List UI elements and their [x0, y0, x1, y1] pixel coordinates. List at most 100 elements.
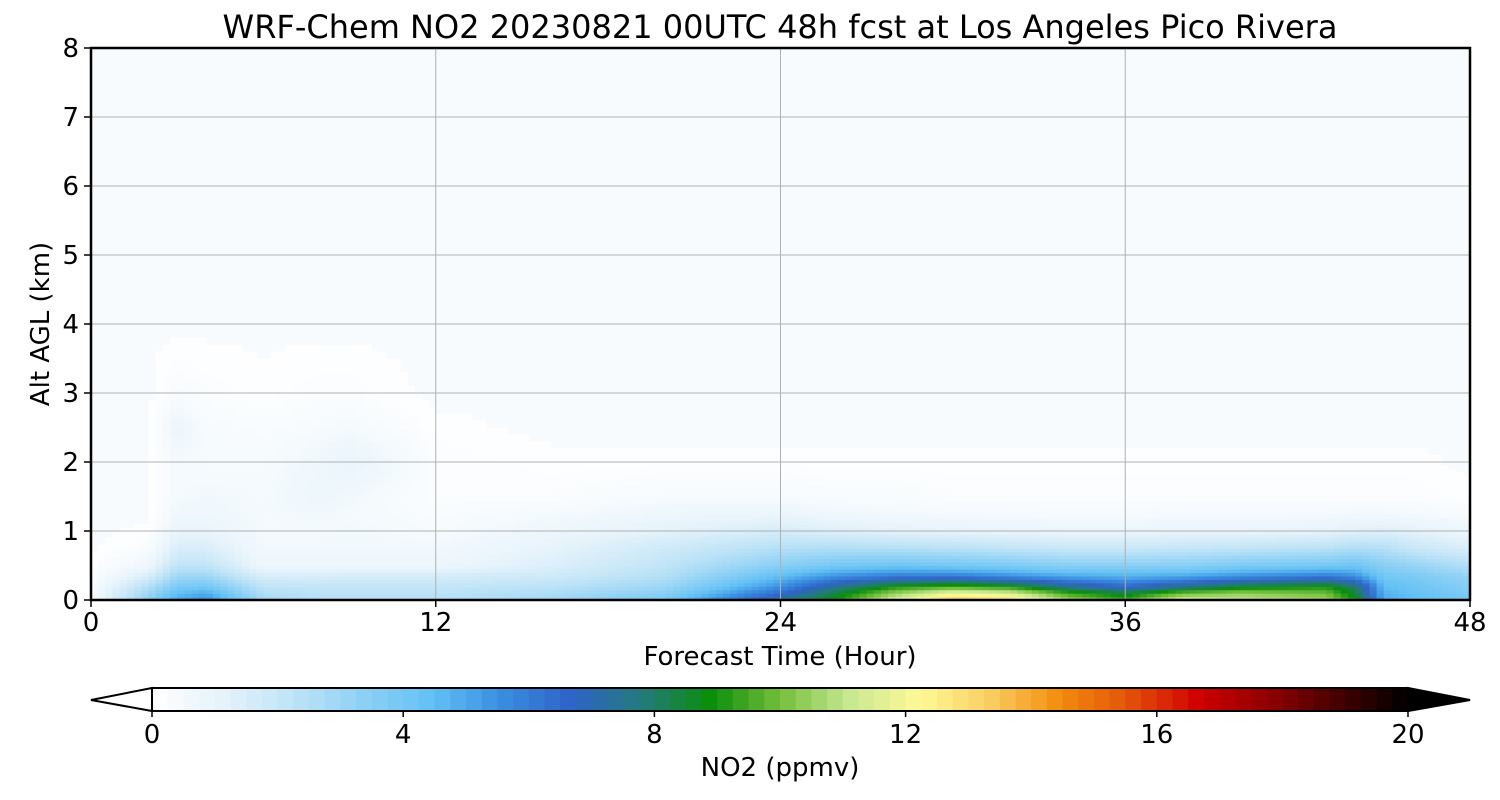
heatmap-cell	[780, 513, 789, 518]
heatmap-cell	[758, 465, 767, 470]
heatmap-cell	[342, 496, 351, 501]
heatmap-cell	[629, 593, 638, 598]
heatmap-cell	[442, 593, 451, 598]
heatmap-cell	[636, 475, 645, 480]
heatmap-cell	[600, 555, 609, 560]
heatmap-cell	[615, 582, 624, 587]
heatmap-cell	[672, 555, 681, 560]
heatmap-cell	[371, 513, 379, 518]
heatmap-cell	[450, 499, 458, 504]
heatmap-cell	[679, 475, 688, 480]
heatmap-cell	[665, 479, 674, 484]
heatmap-cell	[256, 558, 264, 563]
heatmap-cell	[622, 531, 631, 536]
heatmap-cell	[471, 520, 480, 525]
heatmap-cell	[335, 517, 343, 522]
heatmap-cell	[600, 513, 609, 518]
heatmap-cell	[780, 579, 789, 584]
heatmap-cell	[629, 465, 638, 470]
heatmap-cell	[471, 472, 480, 477]
heatmap-cell	[802, 593, 810, 598]
heatmap-cell	[385, 506, 394, 511]
heatmap-cell	[572, 486, 580, 491]
heatmap-cell	[306, 358, 315, 366]
heatmap-cell	[766, 548, 774, 553]
heatmap-cell	[622, 510, 631, 515]
heatmap-cell	[421, 558, 430, 563]
heatmap-cell	[435, 524, 444, 529]
heatmap-cell	[629, 479, 638, 484]
heatmap-cell	[629, 493, 638, 498]
heatmap-cell	[134, 527, 142, 532]
heatmap-cell	[521, 468, 530, 473]
heatmap-cell	[428, 479, 437, 484]
heatmap-cell	[471, 582, 480, 587]
heatmap-cell	[356, 499, 365, 504]
heatmap-cell	[457, 413, 466, 422]
heatmap-cell	[407, 579, 415, 584]
heatmap-cell	[205, 499, 214, 504]
heatmap-cell	[277, 555, 286, 560]
heatmap-cell	[320, 358, 329, 366]
heatmap-cell	[780, 482, 789, 487]
heatmap-cell	[170, 448, 178, 456]
heatmap-cell	[363, 351, 372, 360]
heatmap-cell	[500, 465, 509, 470]
heatmap-cell	[809, 520, 818, 525]
heatmap-cell	[392, 506, 401, 511]
heatmap-cell	[270, 472, 279, 477]
heatmap-cell	[270, 455, 279, 463]
heatmap-cell	[284, 551, 293, 556]
heatmap-cell	[184, 589, 193, 594]
heatmap-cell	[392, 575, 401, 580]
heatmap-cell	[270, 524, 279, 529]
heatmap-cell	[270, 527, 279, 532]
heatmap-cell	[378, 582, 387, 587]
heatmap-cell	[521, 462, 530, 467]
heatmap-cell	[622, 468, 631, 473]
heatmap-cell	[672, 596, 681, 601]
heatmap-cell	[457, 579, 466, 584]
heatmap-cell	[277, 562, 286, 567]
heatmap-cell	[514, 572, 523, 577]
heatmap-cell	[679, 462, 688, 467]
heatmap-cell	[249, 455, 257, 463]
heatmap-cell	[227, 393, 236, 401]
heatmap-cell	[866, 565, 875, 570]
heatmap-cell	[701, 496, 710, 501]
heatmap-cell	[550, 568, 559, 573]
heatmap-cell	[184, 527, 193, 532]
heatmap-cell	[191, 393, 200, 401]
heatmap-cell	[299, 572, 308, 577]
heatmap-cell	[679, 510, 688, 515]
heatmap-cell	[241, 372, 250, 380]
heatmap-cell	[205, 482, 214, 487]
heatmap-cell	[694, 572, 703, 577]
heatmap-cell	[349, 472, 358, 477]
heatmap-cell	[241, 462, 250, 467]
heatmap-cell	[629, 482, 638, 487]
heatmap-cell	[414, 586, 422, 591]
heatmap-cell	[349, 351, 358, 360]
heatmap-cell	[471, 503, 480, 508]
heatmap-cell	[428, 531, 437, 536]
heatmap-cell	[198, 493, 207, 498]
heatmap-cell	[543, 568, 552, 573]
heatmap-cell	[328, 513, 336, 518]
heatmap-cell	[428, 534, 437, 539]
heatmap-cell	[299, 513, 308, 518]
heatmap-cell	[263, 551, 272, 556]
heatmap-cell	[342, 379, 351, 387]
heatmap-cell	[213, 524, 221, 529]
heatmap-cell	[694, 596, 703, 601]
heatmap-cell	[644, 586, 652, 591]
heatmap-cell	[658, 579, 667, 584]
heatmap-cell	[227, 534, 236, 539]
heatmap-cell	[823, 520, 832, 525]
heatmap-cell	[220, 365, 229, 373]
heatmap-cell	[349, 499, 358, 504]
heatmap-cell	[766, 513, 774, 518]
heatmap-cell	[500, 479, 509, 484]
heatmap-cell	[270, 386, 279, 394]
heatmap-cell	[148, 513, 157, 518]
